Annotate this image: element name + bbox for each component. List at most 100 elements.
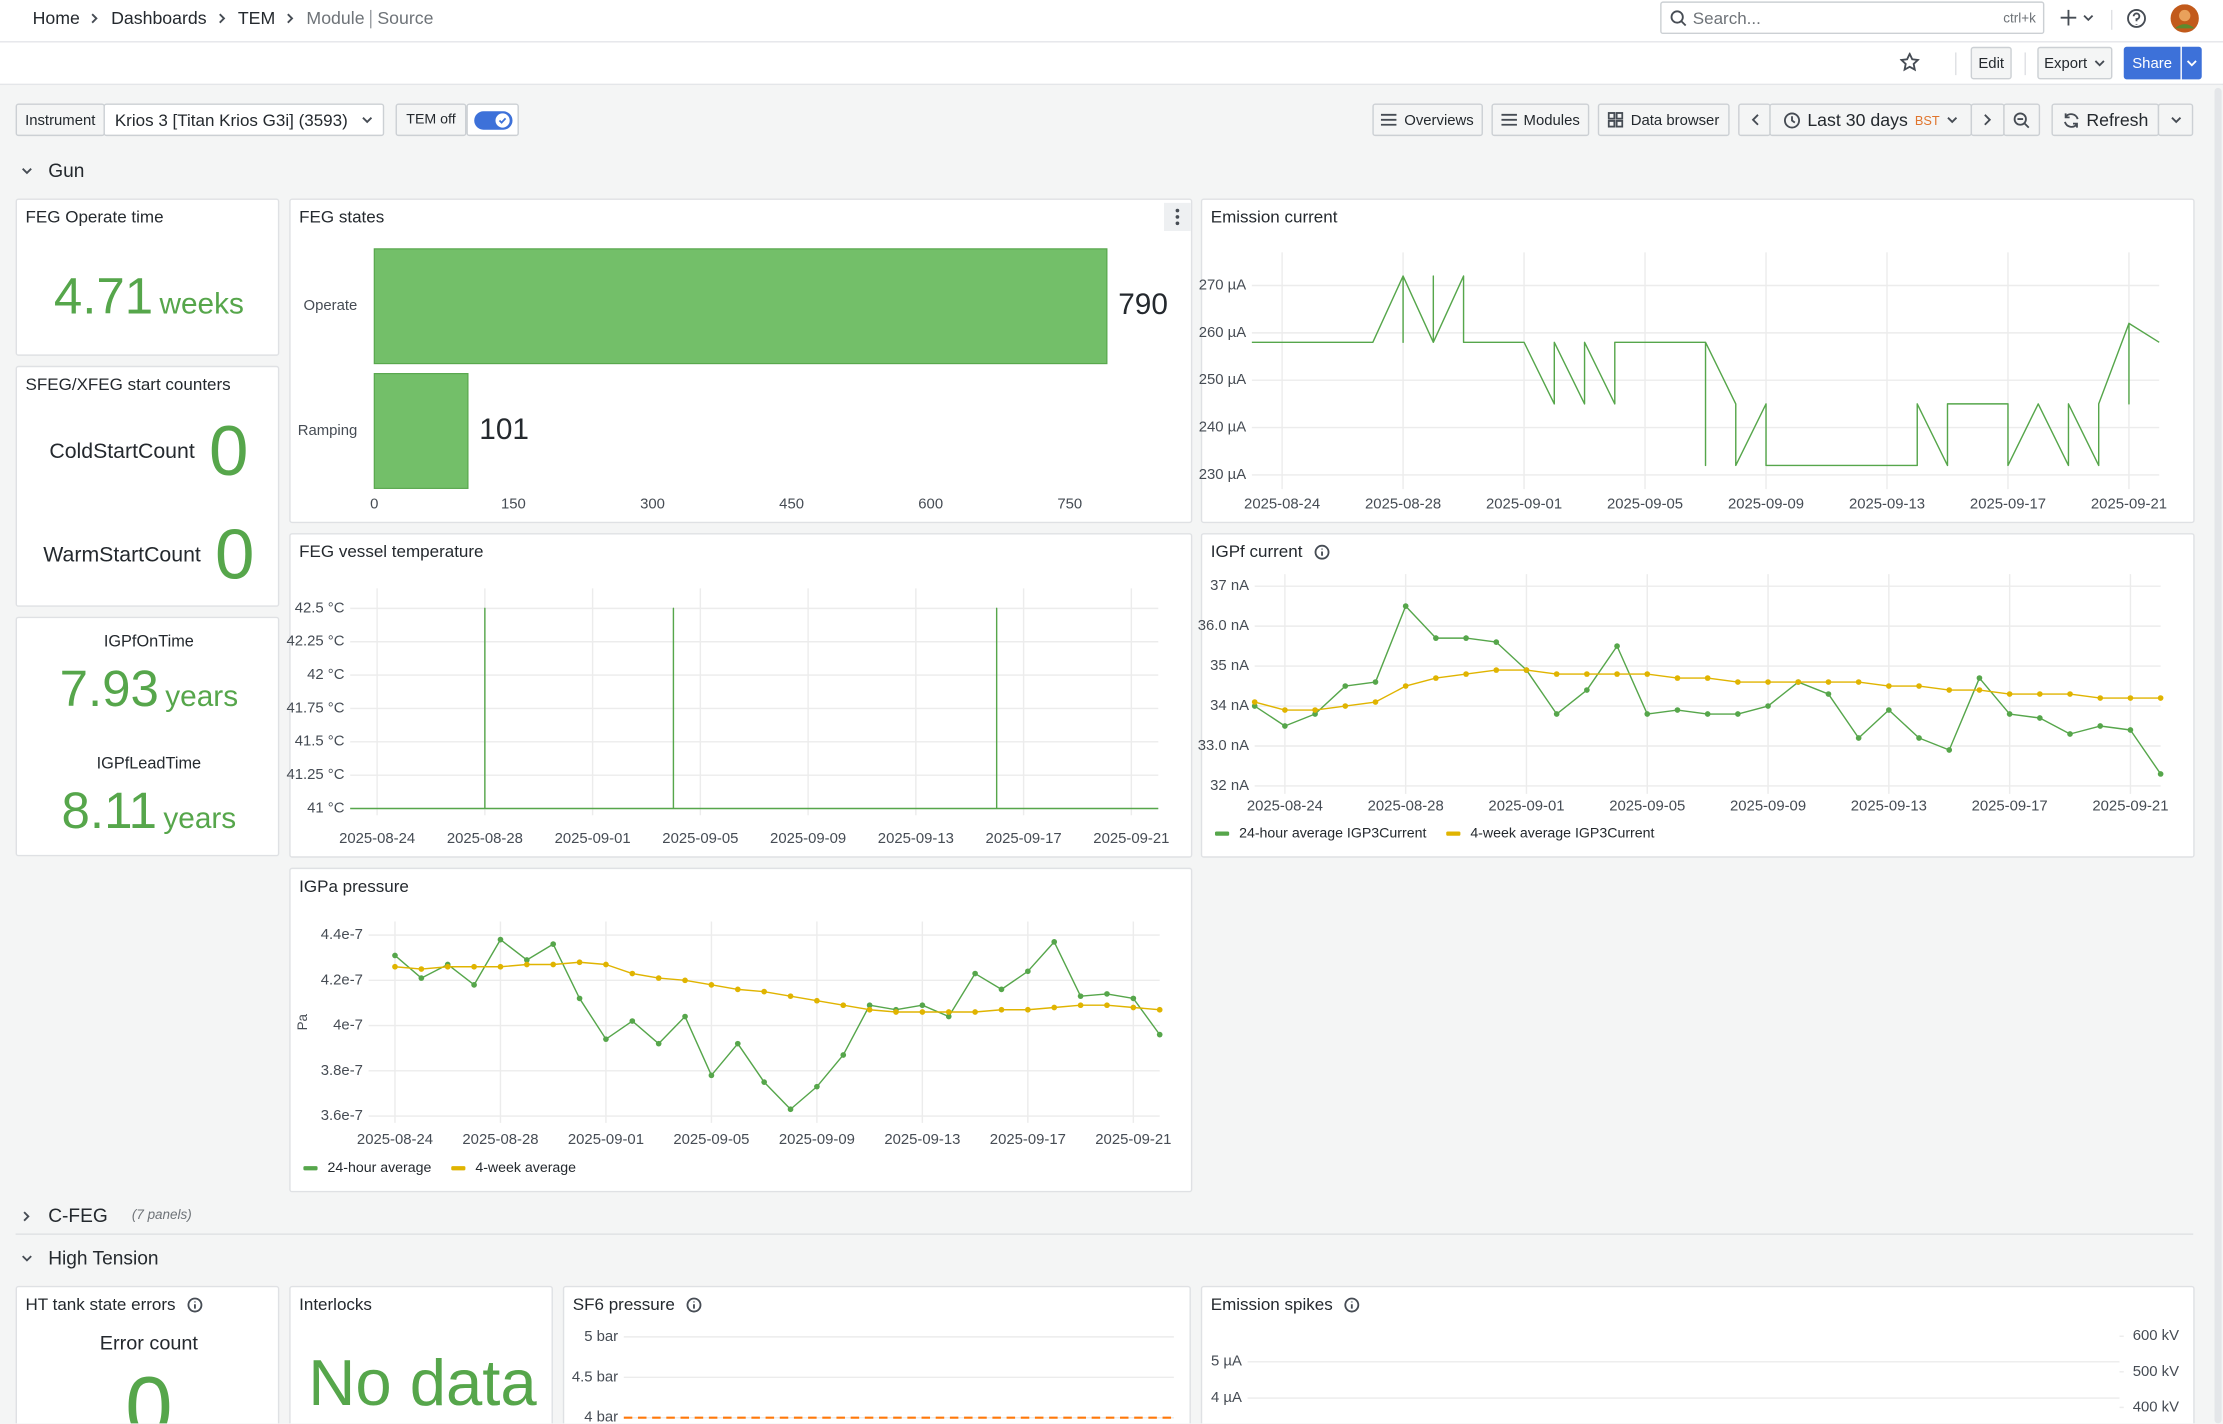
button-label: Edit <box>1978 54 2005 72</box>
star-button[interactable] <box>1899 52 1920 72</box>
panel-title: SF6 pressure <box>573 1294 702 1314</box>
data-browser-button[interactable]: Data browser <box>1597 103 1730 137</box>
time-picker[interactable]: Last 30 days BST <box>1769 103 1973 137</box>
chart-panel: IGPa pressure <box>289 867 1193 1193</box>
row-header[interactable]: C-FEG (7 panels) <box>21 1205 192 1227</box>
chart-panel: Emission spikes <box>1200 1285 2195 1424</box>
button-label: Modules <box>1523 111 1580 129</box>
breadcrumb-link[interactable]: Dashboards <box>111 8 207 29</box>
chevron <box>2170 116 2181 123</box>
scrollbar[interactable] <box>2214 87 2222 1424</box>
value: 7.93 <box>59 659 159 718</box>
row-summary: (7 panels) <box>131 1207 192 1224</box>
label: IGPfLeadTime <box>96 755 202 773</box>
search-icon <box>1670 10 1687 27</box>
label: WarmStartCount <box>43 542 201 567</box>
breadcrumb-link[interactable]: TEM <box>237 8 276 29</box>
toggle-label: TEM off <box>395 103 467 137</box>
panel-title: Emission spikes <box>1211 1294 1360 1314</box>
stat-item: WarmStartCount 0 <box>17 513 281 595</box>
panel-title: HT tank state errors <box>26 1294 203 1314</box>
timezone: BST <box>1914 112 1940 127</box>
panel-title: Interlocks <box>299 1294 372 1315</box>
row-title: C-FEG <box>48 1205 108 1227</box>
chevron <box>2094 59 2105 66</box>
edit-button[interactable]: Edit <box>1970 46 2012 80</box>
time-back-button[interactable] <box>1738 103 1771 137</box>
info-icon[interactable] <box>686 1296 702 1313</box>
tem-toggle[interactable] <box>466 103 519 137</box>
variable-label: Instrument <box>15 103 105 137</box>
label: IGPfOnTime <box>103 633 194 651</box>
panel-title: Emission current <box>1210 206 1338 227</box>
no-data: No data <box>308 1345 537 1420</box>
value: 0 <box>215 514 255 595</box>
divider <box>1955 52 1957 76</box>
breadcrumb-current: Module <box>306 8 365 29</box>
row-title: Gun <box>48 160 85 182</box>
stat-item: ColdStartCount 0 <box>17 410 281 492</box>
chart-panel: FEG vessel temperature <box>289 533 1193 858</box>
chart-panel: IGPf current <box>1200 533 2195 858</box>
chart-panel: Emission current <box>1200 198 2195 524</box>
row-title: High Tension <box>48 1247 159 1269</box>
zoom-out-button[interactable] <box>2003 103 2041 137</box>
time-range: Last 30 days <box>1807 109 1908 130</box>
row-header[interactable]: Gun <box>21 160 84 181</box>
title-text: SF6 pressure <box>572 1294 675 1315</box>
chevron <box>218 13 225 24</box>
modules-button[interactable]: Modules <box>1491 103 1590 137</box>
search-shortcut: ctrl+k <box>2003 11 2036 27</box>
refresh-interval-button[interactable] <box>2157 103 2194 137</box>
dashboard-toolbar: Edit Export Share <box>0 42 2223 86</box>
instrument-select[interactable]: Krios 3 [Titan Krios G3i] (3593) <box>103 103 385 137</box>
chevron <box>362 116 373 123</box>
list-icon <box>1500 113 1517 126</box>
info-icon[interactable] <box>1314 544 1330 560</box>
button-label: Export <box>2044 54 2088 72</box>
panel-title: FEG states <box>299 206 385 227</box>
breadcrumb-link[interactable]: Home <box>32 8 80 29</box>
stat-panel: SFEG/XFEG start counters ColdStartCount 0… <box>15 365 281 607</box>
stat-panel: IGPfOnTime 7.93 years IGPfLeadTime 8.11 … <box>15 616 281 857</box>
refresh-button[interactable]: Refresh <box>2051 103 2160 137</box>
stat-value: 4.71 weeks <box>17 267 281 327</box>
divider <box>2111 9 2113 30</box>
value: 4.71 <box>53 266 154 325</box>
chevron <box>91 13 99 24</box>
info-icon[interactable] <box>1344 1296 1360 1313</box>
clock-icon <box>1783 111 1800 128</box>
export-button[interactable]: Export <box>2037 46 2113 80</box>
panel-title: FEG Operate time <box>25 206 164 227</box>
user-avatar[interactable] <box>2170 4 2199 33</box>
info-icon[interactable] <box>187 1296 203 1313</box>
grid-icon <box>1608 112 1624 128</box>
panel-menu[interactable] <box>1163 202 1191 232</box>
chevron <box>2186 59 2197 66</box>
chevron <box>1947 116 1958 123</box>
toggle-switch <box>473 110 512 130</box>
chevron <box>1984 114 1992 126</box>
stat-value: 8.11 years <box>17 781 281 841</box>
title-text: Emission spikes <box>1210 1294 1333 1315</box>
stat-panel: Interlocks No data <box>289 1285 553 1424</box>
list-icon <box>1381 113 1398 126</box>
row-header[interactable]: High Tension <box>21 1247 159 1269</box>
chevron <box>22 167 32 174</box>
label-text: Instrument <box>25 111 96 129</box>
search-placeholder: Search... <box>1692 8 1761 29</box>
label-text: TEM off <box>406 112 456 128</box>
share-button[interactable]: Share <box>2123 46 2181 80</box>
overviews-button[interactable]: Overviews <box>1372 103 1483 137</box>
chart-panel: FEG states <box>289 198 1193 524</box>
top-bar: Home Dashboards TEM Module Source Search… <box>0 0 2223 43</box>
search-box[interactable]: Search... ctrl+k <box>1660 1 2045 35</box>
time-forward-button[interactable] <box>1970 103 2005 137</box>
help-button[interactable] <box>2127 9 2147 29</box>
add-button[interactable] <box>2060 9 2097 29</box>
share-menu-button[interactable] <box>2181 46 2202 80</box>
chevron <box>22 1254 32 1261</box>
panel-title: FEG vessel temperature <box>299 541 484 562</box>
